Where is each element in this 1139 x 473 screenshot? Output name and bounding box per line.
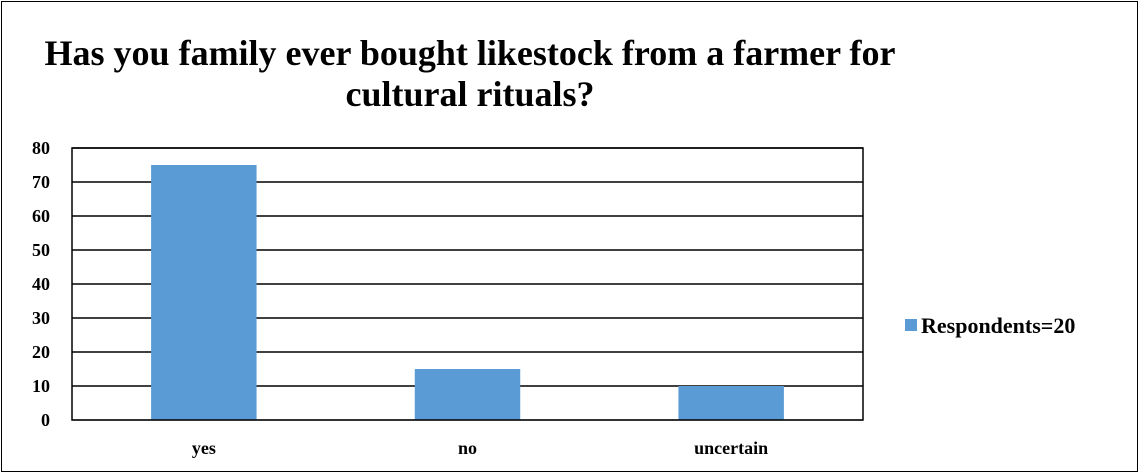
y-tick-label: 40 xyxy=(32,274,50,294)
y-tick-label: 80 xyxy=(32,138,50,158)
legend-swatch xyxy=(905,319,917,331)
bar-no xyxy=(414,369,521,420)
y-tick-label: 70 xyxy=(32,172,50,192)
chart-title-line-1: Has you family ever bought likestock fro… xyxy=(45,33,896,73)
y-tick-label: 30 xyxy=(32,308,50,328)
legend-label: Respondents=20 xyxy=(921,313,1075,338)
legend: Respondents=20 xyxy=(905,313,1075,338)
chart-title-line-2: cultural rituals? xyxy=(346,74,595,114)
bars xyxy=(151,165,784,420)
x-category-label: uncertain xyxy=(694,438,768,458)
y-tick-label: 60 xyxy=(32,206,50,226)
x-category-label: yes xyxy=(192,438,216,458)
x-category-label: no xyxy=(458,438,477,458)
y-tick-label: 50 xyxy=(32,240,50,260)
bar-yes xyxy=(151,165,257,420)
y-tick-label: 20 xyxy=(32,342,50,362)
bar-uncertain xyxy=(678,386,784,420)
y-tick-label: 10 xyxy=(32,376,50,396)
x-axis-categories: yes no uncertain xyxy=(192,438,768,458)
y-axis-ticks: 0 10 20 30 40 50 60 70 80 xyxy=(32,138,50,430)
plot-area-border xyxy=(71,147,864,421)
y-tick-label: 0 xyxy=(41,410,50,430)
